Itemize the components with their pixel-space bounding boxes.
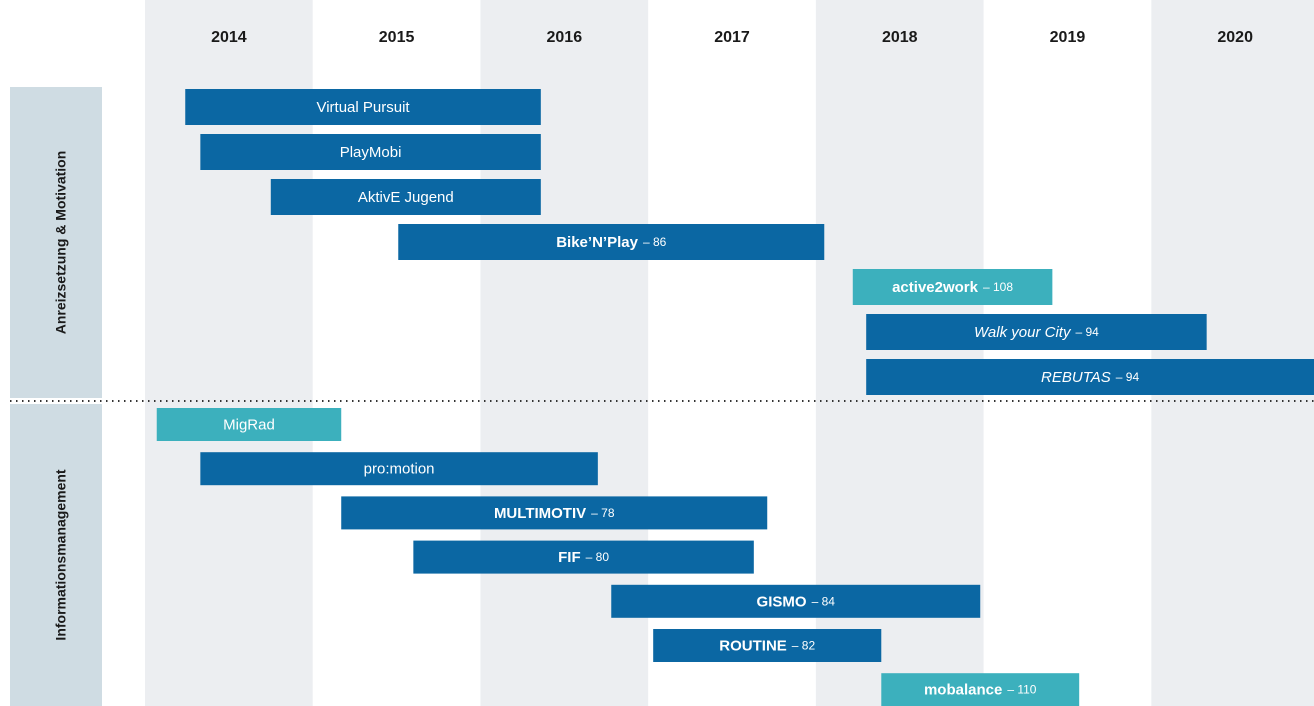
year-label: 2014 [211, 29, 247, 46]
task-name: FIF [558, 549, 581, 566]
task-label: active2work – 108 [892, 279, 1013, 296]
task-bar [185, 89, 541, 125]
task-label: mobalance – 110 [924, 682, 1037, 699]
task-label: Bike’N’Play – 86 [556, 234, 666, 251]
year-label: 2016 [547, 29, 583, 46]
task-label: GISMO – 84 [757, 593, 836, 610]
task-name: Walk your City [974, 324, 1072, 341]
task-name: REBUTAS [1041, 369, 1111, 386]
task-bar [866, 359, 1314, 395]
task-bar [413, 540, 754, 574]
task-note: – 80 [586, 550, 610, 564]
task-label: MULTIMOTIV – 78 [494, 505, 615, 522]
task-name: MigRad [223, 416, 275, 433]
task-label: FIF – 80 [558, 549, 609, 566]
task-bar [398, 224, 825, 260]
task-bar [200, 452, 598, 486]
task-note: – 78 [591, 506, 615, 520]
year-label: 2020 [1217, 29, 1253, 46]
task-label: pro:motion [364, 461, 435, 478]
task-name: mobalance [924, 682, 1002, 699]
task-note: – 108 [983, 280, 1013, 294]
group-label: Informationsmanagement [53, 469, 69, 640]
task-note: – 84 [812, 594, 836, 608]
task-name: GISMO [757, 593, 807, 610]
task-bar [200, 134, 541, 170]
task-label: MigRad [223, 416, 275, 433]
task-name: AktivE Jugend [358, 189, 454, 206]
task-note: – 82 [792, 639, 816, 653]
task-label: REBUTAS – 94 [1041, 369, 1139, 386]
task-label: ROUTINE – 82 [719, 637, 815, 654]
task-name: Virtual Pursuit [316, 99, 410, 116]
task-bar [866, 314, 1207, 350]
task-note: – 94 [1075, 325, 1099, 339]
task-name: Bike’N’Play [556, 234, 638, 251]
task-note: – 110 [1007, 683, 1036, 697]
task-name: pro:motion [364, 461, 435, 478]
group-side [10, 404, 102, 706]
year-label: 2015 [379, 29, 415, 46]
task-note: – 86 [643, 235, 667, 249]
task-bar [611, 584, 981, 618]
year-label: 2019 [1050, 29, 1086, 46]
year-label: 2018 [882, 29, 918, 46]
group-label: Anreizsetzung & Motivation [53, 151, 69, 335]
group-side [10, 87, 102, 398]
task-name: MULTIMOTIV [494, 505, 586, 522]
task-label: Virtual Pursuit [316, 99, 410, 116]
year-column [1151, 0, 1314, 706]
task-name: PlayMobi [340, 144, 402, 161]
task-bar [852, 269, 1053, 305]
task-name: active2work [892, 279, 979, 296]
task-bar [341, 496, 768, 530]
year-label: 2017 [714, 29, 750, 46]
task-label: Walk your City – 94 [974, 324, 1099, 341]
task-bar [156, 408, 342, 441]
task-label: AktivE Jugend [358, 189, 454, 206]
task-bar [653, 629, 882, 662]
task-name: ROUTINE [719, 637, 787, 654]
task-label: PlayMobi [340, 144, 402, 161]
task-bar [270, 179, 541, 215]
task-note: – 94 [1116, 370, 1140, 384]
task-bar [881, 673, 1080, 706]
